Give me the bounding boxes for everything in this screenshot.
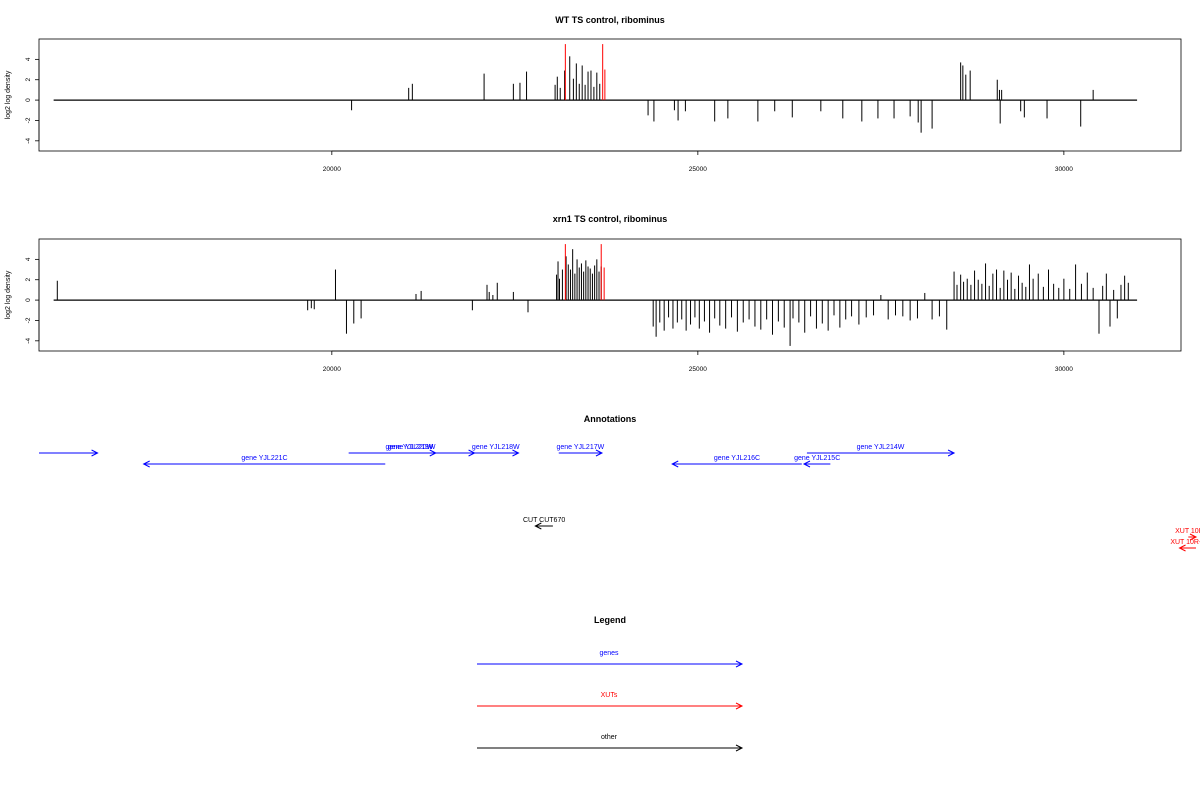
y-tick-label: 2 — [25, 78, 32, 82]
annotation-feature: gene YJL214W — [806, 444, 956, 457]
wt-density-panel: WT TS control, ribominus log2 log densit… — [5, 15, 1182, 173]
x-tick-label: 25000 — [689, 366, 707, 373]
y-tick-label: 2 — [25, 278, 32, 282]
density-bars — [53, 44, 1138, 133]
annotation-feature: XUT 10R-6 — [1170, 539, 1200, 552]
annotation-feature: gene YJL216C — [671, 455, 802, 468]
annotation-feature — [39, 449, 99, 457]
feature-label: gene YJL215C — [794, 455, 840, 462]
feature-label: gene YJL220W — [386, 444, 434, 451]
legend-label: XUTs — [601, 692, 618, 699]
xrn1-density-panel: xrn1 TS control, ribominus log2 log dens… — [5, 214, 1182, 373]
annotation-feature: CUT CUT670 — [523, 517, 565, 530]
feature-label: CUT CUT670 — [523, 517, 565, 524]
y-tick-label: 4 — [25, 57, 32, 61]
x-tick-label: 20000 — [323, 366, 341, 373]
feature-arrowhead — [512, 449, 520, 457]
y-tick-label: -2 — [25, 317, 32, 323]
feature-arrowhead — [91, 449, 99, 457]
annotation-feature: gene YJL217W — [556, 444, 605, 457]
feature-arrowhead — [1189, 533, 1198, 541]
y-axis-label: log2 log density — [5, 270, 12, 319]
feature-label: gene YJL219W — [388, 444, 436, 451]
y-tick-label: -4 — [25, 138, 32, 144]
legend-label: genes — [599, 650, 619, 657]
feature-label: gene YJL214W — [857, 444, 905, 451]
feature-arrowhead — [802, 460, 811, 468]
feature-arrowhead — [947, 449, 956, 457]
annotation-feature: XUT 10F-6 — [1175, 528, 1200, 541]
legend-arrowhead — [735, 744, 744, 752]
legend-entry: genes — [477, 650, 744, 668]
annotations-title: Annotations — [584, 414, 637, 424]
feature-label: XUT 10F-6 — [1175, 528, 1200, 535]
annotation-features: gene YJL220W gene YJL221C gene YJL219W gene… — [39, 444, 1200, 552]
feature-label: gene YJL221C — [241, 455, 287, 462]
feature-arrowhead — [671, 460, 679, 468]
plot-frame — [38, 238, 1182, 352]
x-tick-label: 30000 — [1055, 166, 1073, 173]
legend-arrowhead — [735, 660, 744, 668]
y-tick-label: 4 — [25, 257, 32, 261]
legend-arrowhead — [735, 702, 744, 710]
annotation-feature: gene YJL215C — [794, 455, 840, 468]
feature-arrowhead — [142, 460, 150, 468]
feature-label: XUT 10R-6 — [1170, 539, 1200, 546]
y-tick-label: -2 — [25, 117, 32, 123]
feature-arrowhead — [534, 522, 542, 530]
legend-label: other — [601, 734, 618, 741]
feature-label: gene YJL217W — [556, 444, 604, 451]
y-tick-label: -4 — [25, 338, 32, 344]
y-tick-label: 0 — [25, 98, 32, 102]
axes: -4 -2 0 2 4 20000 25000 30000 — [25, 257, 1073, 373]
legend-entry: XUTs — [477, 692, 744, 710]
panel-title: xrn1 TS control, ribominus — [553, 214, 668, 224]
legend: Legend genes XUTs other — [477, 615, 744, 752]
feature-label: gene YJL218W — [472, 444, 520, 451]
annotation-feature: gene YJL221C — [142, 455, 386, 468]
y-tick-label: 0 — [25, 298, 32, 302]
feature-arrowhead — [595, 449, 604, 457]
x-tick-label: 30000 — [1055, 366, 1073, 373]
x-tick-label: 20000 — [323, 166, 341, 173]
legend-entries: genes XUTs other — [477, 650, 744, 752]
y-axis-label: log2 log density — [5, 70, 12, 119]
legend-entry: other — [477, 734, 744, 752]
x-tick-label: 25000 — [689, 166, 707, 173]
panel-title: WT TS control, ribominus — [555, 15, 665, 25]
axes: -4 -2 0 2 4 20000 25000 30000 — [25, 57, 1073, 173]
plot-frame — [38, 38, 1182, 152]
feature-label: gene YJL216C — [714, 455, 760, 462]
annotation-feature: gene YJL219W — [348, 444, 476, 457]
annotation-feature: gene YJL218W — [472, 444, 520, 457]
density-bars — [53, 244, 1138, 346]
feature-arrowhead — [1178, 544, 1186, 552]
legend-title: Legend — [594, 615, 626, 625]
